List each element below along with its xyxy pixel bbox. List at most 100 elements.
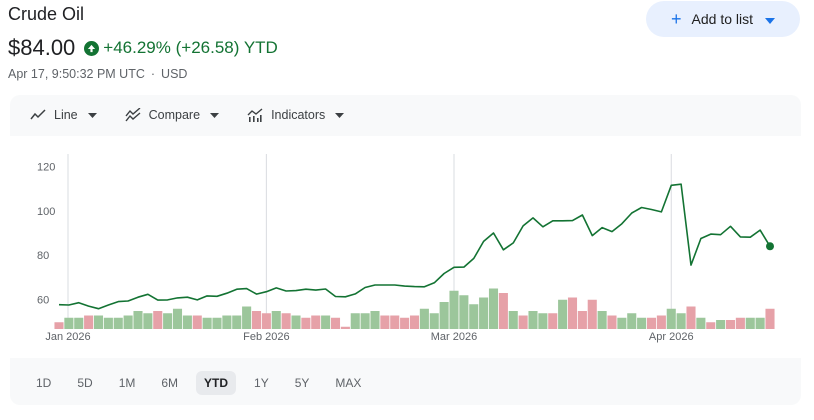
volume-bar [400,317,410,329]
range-6m[interactable]: 6M [161,376,179,390]
price-line [58,183,771,310]
volume-bar [182,315,192,329]
volume-bar [232,315,242,329]
chevron-down-icon [335,112,345,118]
x-tick-label: Apr 2026 [649,331,694,343]
indicators-dropdown[interactable]: Indicators [247,108,352,122]
range-1y[interactable]: 1Y [254,376,269,390]
volume-bar [735,317,745,329]
ytd-change: +46.29% (+26.58) YTD [84,38,278,58]
price-chart[interactable]: Jan 2026 Feb 2026 Mar 2026 Apr 2026 60 80 100 1… [10,136,801,358]
volume-bar [755,317,765,329]
volume-bar [607,315,617,329]
x-tick-label: Feb 2026 [243,331,289,343]
range-5y[interactable]: 5Y [294,376,310,390]
volume-bar [202,317,212,329]
volume-bar [538,313,548,329]
volume-bar [429,313,439,329]
volume-bar [597,311,607,329]
chart-panel: Line Compare Indicators Jan 2026 Feb 2026… [10,95,801,405]
volume-bar [350,313,360,329]
range-max[interactable]: MAX [335,376,362,390]
volume-bar [587,299,597,329]
volume-bar [548,313,558,329]
volume-bar [676,313,686,329]
price-row: $84.00 +46.29% (+26.58) YTD [8,35,278,61]
volume-bar [301,317,311,329]
volume-bar [212,317,222,329]
volume-bar [637,317,647,329]
volume-bar [242,306,252,329]
volume-bar [103,317,113,329]
volume-bar [251,311,262,329]
separator-dot: · [150,67,156,81]
price-chart-svg: Jan 2026 Feb 2026 Mar 2026 Apr 2026 60 80 100 1… [37,154,775,343]
indicators-icon [247,108,263,122]
volume-bar [716,320,726,329]
line-chart-icon [30,109,46,120]
volume-bar [340,326,350,329]
volume-bar [360,313,370,329]
range-1m[interactable]: 1M [118,376,136,390]
volume-bar [449,290,459,329]
current-price: $84.00 [8,35,76,60]
currency: USD [161,67,188,81]
volume-bar [656,315,666,329]
volume-bar [163,313,173,329]
volume-bar [330,317,341,329]
y-tick-label: 120 [37,162,55,174]
timestamp: Apr 17, 9:50:32 PM UTC [8,67,145,81]
current-price-marker [766,242,774,251]
y-tick-label: 100 [37,206,55,218]
volume-bar [54,322,64,329]
x-tick-label: Jan 2026 [45,331,90,343]
volume-bar [469,304,479,329]
volume-bar [93,315,104,329]
volume-bar [577,311,587,329]
x-tick-label: Mar 2026 [431,331,477,343]
add-to-list-button[interactable]: + Add to list [646,1,800,37]
volume-bar [113,317,123,329]
volume-bar [291,315,301,329]
volume-bar [172,308,183,329]
asset-title: Crude Oil [8,4,85,24]
compare-dropdown[interactable]: Compare [125,108,227,122]
chevron-down-icon [87,112,97,118]
volume-bar [459,295,469,329]
compare-icon [125,108,141,122]
volume-bar [498,293,508,329]
volume-bar [439,302,449,329]
line-type-dropdown[interactable]: Line [30,108,105,122]
volume-bar [696,317,706,329]
line-label: Line [54,108,78,122]
volume-bar [409,315,420,329]
chevron-down-icon [210,112,220,118]
y-tick-label: 80 [37,250,49,262]
volume-bar [64,317,74,329]
volume-bar [686,306,696,329]
volume-bar [311,315,321,329]
volume-bar [765,308,775,329]
volume-bar [518,315,528,329]
volume-bar [567,297,578,329]
volume-bar [646,317,657,329]
volume-bar [706,322,716,329]
volume-bar [488,288,499,329]
chevron-down-icon [765,11,775,27]
volume-bar [123,315,133,329]
volume-bar [479,297,489,329]
volume-bar [222,315,232,329]
volume-bar [84,315,94,329]
range-ytd[interactable]: YTD [196,371,237,395]
chart-toolbar: Line Compare Indicators [10,95,801,135]
volume-bar [74,317,84,329]
volume-bar [627,313,637,329]
range-1d[interactable]: 1D [36,376,52,390]
volume-bar [261,313,271,329]
volume-bar [725,320,736,329]
volume-bar [143,313,153,329]
range-5d[interactable]: 5D [77,376,93,390]
y-tick-label: 60 [37,294,49,306]
volume-bar [281,313,291,329]
ytd-change-text: +46.29% (+26.58) YTD [103,38,278,57]
